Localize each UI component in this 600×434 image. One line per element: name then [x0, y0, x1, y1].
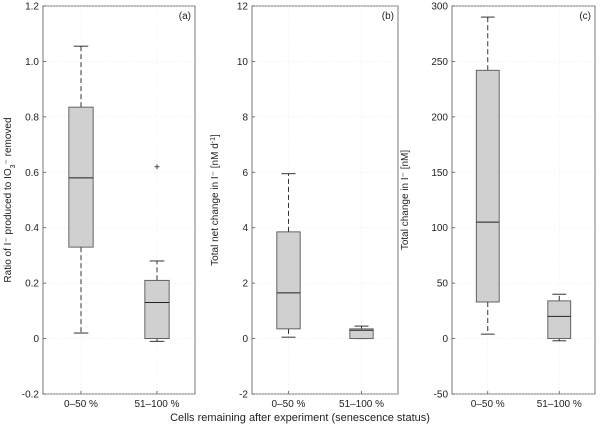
box-iqr	[475, 69, 500, 303]
y-tick-label: 100	[431, 223, 448, 234]
y-axis-label-part: ⁻	[210, 171, 221, 176]
y-tick-label: 0.4	[25, 223, 39, 234]
box-iqr	[68, 106, 94, 248]
y-tick-label: 200	[431, 112, 448, 123]
y-tick-label: 0	[242, 334, 248, 345]
x-tick-label: 0–50 %	[64, 399, 98, 410]
plot-frame	[451, 5, 596, 395]
y-axis-label-part: [nM d	[210, 143, 221, 171]
y-tick-label: 0	[442, 334, 448, 345]
panel-a: -0.2 0 0.2 0.4 0.6 0.8 1.0 1.2 0–50 % 51–100 % (a)…	[3, 2, 196, 410]
box-iqr	[349, 328, 374, 340]
y-tick-label: 0.8	[25, 112, 39, 123]
plot-frame	[251, 5, 399, 395]
y-axis-label-part: removed	[3, 117, 14, 159]
panel-label: (c)	[579, 11, 591, 22]
y-tick-label: 2	[242, 279, 248, 290]
y-axis-label-part: -1	[210, 137, 217, 143]
plot-frame	[42, 5, 196, 395]
y-tick-label: 4	[242, 223, 248, 234]
y-tick-label: -50	[434, 390, 449, 401]
y-tick-label: 0.6	[25, 168, 39, 179]
x-tick-label: 51–100 %	[537, 399, 582, 410]
panel-label: (b)	[382, 11, 394, 22]
y-axis-label-part: ]	[210, 134, 221, 137]
box-iqr	[144, 279, 170, 340]
y-tick-label: 6	[242, 168, 248, 179]
y-tick-label: 12	[237, 2, 249, 13]
y-tick-label: 50	[437, 279, 449, 290]
y-tick-label: -2	[239, 390, 248, 401]
y-tick-label: 300	[431, 2, 448, 13]
panel-b: -2 0 2 4 6 8 10 12 0–50 % 51–100 % (b) Total net ch…	[210, 2, 399, 410]
y-axis-label-part: ⁻	[3, 237, 14, 242]
y-tick-label: 10	[237, 57, 249, 68]
x-tick-label: 51–100 %	[134, 399, 179, 410]
y-tick-label: 150	[431, 168, 448, 179]
y-axis-label-part: Ratio of I	[3, 243, 14, 283]
x-tick-label: 0–50 %	[471, 399, 505, 410]
y-tick-label: -0.2	[22, 390, 40, 401]
y-tick-label: 0	[33, 334, 39, 345]
x-tick-label: 51–100 %	[339, 399, 384, 410]
box-iqr	[276, 231, 301, 330]
y-axis-label-part: [nM]	[400, 150, 411, 172]
panel-c: -50 0 50 100 150 200 250 300 0–50 % 51–100 % (c) To…	[400, 2, 596, 410]
y-axis-label: Ratio of I⁻ produced to IO3⁻ removed	[3, 117, 17, 282]
y-tick-label: 1.2	[25, 2, 39, 13]
y-axis-label-part: produced to IO	[3, 168, 14, 237]
x-tick-label: 0–50 %	[272, 399, 306, 410]
box-iqr	[547, 300, 572, 340]
y-axis-label-part: Total change in I	[400, 177, 411, 250]
y-tick-label: 1.0	[25, 57, 39, 68]
y-axis-label: Total net change in I⁻ [nM d-1]	[210, 134, 222, 266]
y-tick-label: 0.2	[25, 279, 39, 290]
shared-x-axis-label: Cells remaining after experiment (senesc…	[170, 412, 430, 424]
y-axis-label-part: ⁻	[400, 172, 411, 177]
y-axis-label-part: ⁻	[3, 159, 14, 164]
y-tick-label: 8	[242, 112, 248, 123]
y-axis-label: Total change in I⁻ [nM]	[400, 150, 411, 251]
panel-label: (a)	[179, 11, 191, 22]
y-axis-label-part: 3	[10, 164, 17, 168]
y-tick-label: 250	[431, 57, 448, 68]
y-axis-label-part: Total net change in I	[210, 176, 221, 266]
